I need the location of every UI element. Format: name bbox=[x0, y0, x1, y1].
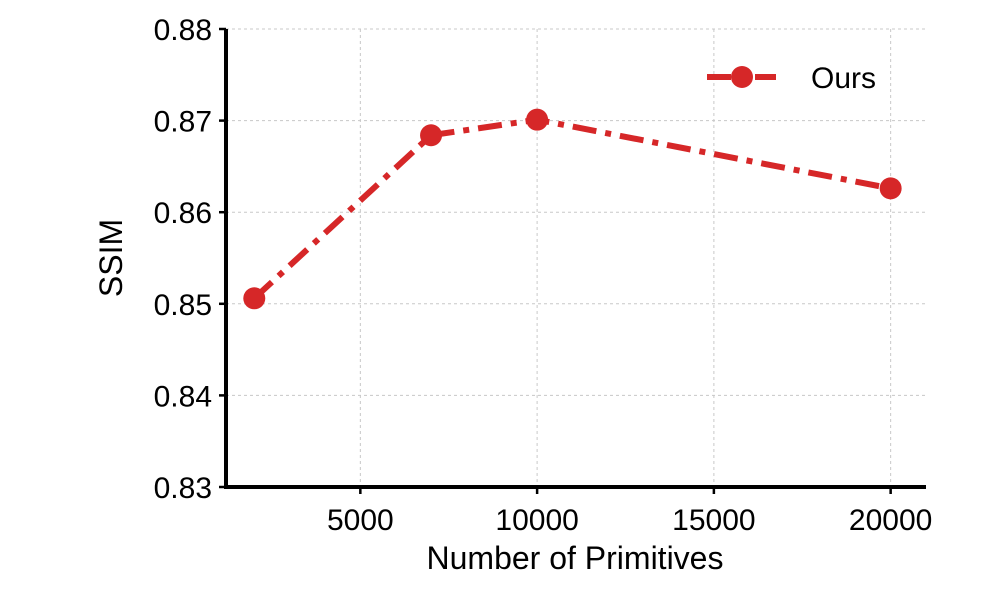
grid bbox=[226, 28, 926, 488]
data-point bbox=[879, 177, 902, 200]
y-tick-label: 0.83 bbox=[154, 472, 212, 505]
y-tick-label: 0.86 bbox=[154, 197, 212, 230]
data-point bbox=[420, 124, 443, 147]
ticks: 5000 10000 15000 20000 0.83 0.84 0.85 0.86 0.87 0… bbox=[154, 14, 933, 537]
legend: Ours bbox=[707, 62, 876, 95]
x-tick-label: 20000 bbox=[849, 504, 932, 537]
y-tick-label: 0.84 bbox=[154, 380, 212, 413]
y-tick-label: 0.87 bbox=[154, 106, 212, 139]
y-tick-label: 0.85 bbox=[154, 289, 212, 322]
series bbox=[243, 108, 902, 310]
x-tick-label: 15000 bbox=[672, 504, 755, 537]
y-tick-label: 0.88 bbox=[154, 14, 212, 47]
legend-label-ours: Ours bbox=[811, 62, 876, 95]
y-axis-title: SSIM bbox=[93, 219, 129, 297]
x-tick-label: 10000 bbox=[495, 504, 578, 537]
x-tick-label: 5000 bbox=[327, 504, 394, 537]
data-point bbox=[243, 287, 266, 310]
axes bbox=[224, 29, 926, 489]
series-line-ours bbox=[252, 116, 892, 301]
data-point bbox=[526, 108, 549, 131]
legend-marker bbox=[731, 66, 753, 88]
x-axis-title: Number of Primitives bbox=[427, 540, 724, 576]
